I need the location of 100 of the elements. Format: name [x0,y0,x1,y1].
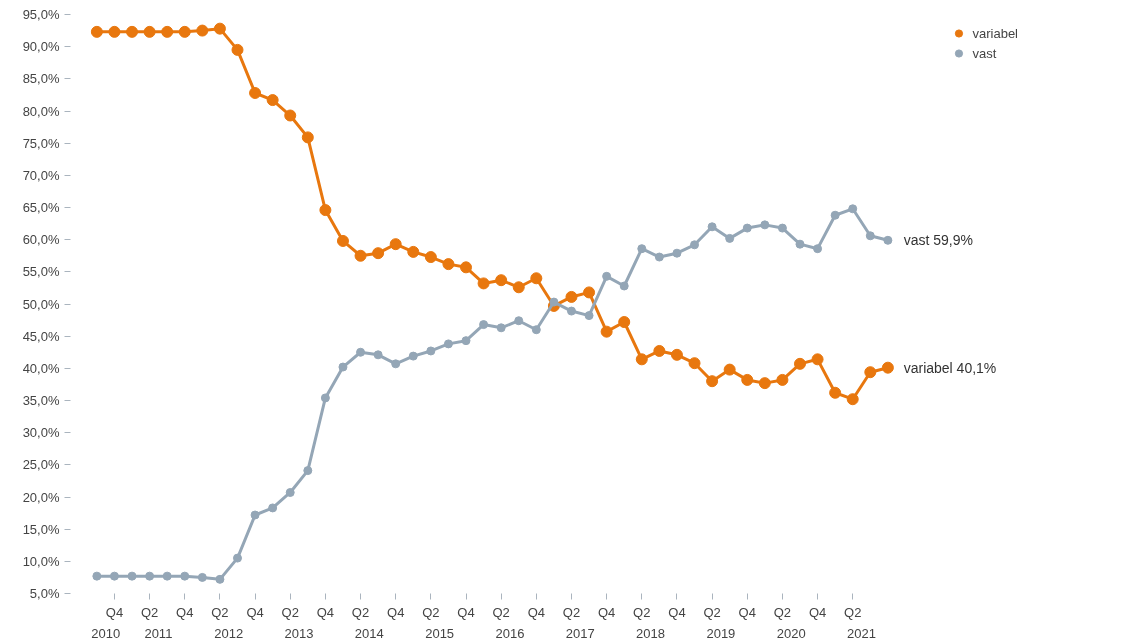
text: 2021 [847,625,876,641]
point [811,353,824,366]
point [830,210,840,220]
point [531,325,541,335]
point [496,323,506,333]
point [407,245,420,258]
point [92,571,102,581]
point [565,290,578,303]
y-tick-label: 20,0% [22,489,60,505]
text: 2011 [144,625,173,641]
point [619,281,629,291]
x-tick-label: Q2 [281,604,299,620]
x-tick-label: Q2 [140,604,159,620]
point [672,248,682,258]
text: vast 59,9% [903,232,973,249]
point [688,357,701,370]
x-tick-label: Q4 [597,604,616,620]
point [477,277,490,290]
point [108,25,121,38]
y-tick-label: 30,0% [22,425,60,441]
y-tick-label: 15,0% [22,521,60,537]
text: 2015 [425,625,455,641]
point [495,274,508,287]
point [813,244,823,254]
text: 2017 [565,625,595,641]
x-tick-label: Q4 [316,604,335,620]
point [250,510,260,520]
point [566,306,576,316]
y-tick-label: 65,0% [22,200,60,215]
y-tick-label: 10,0% [22,553,60,569]
point [301,131,314,144]
point [618,316,631,328]
point [231,43,244,56]
point [670,348,683,361]
point [864,366,877,379]
x-tick-label: Q4 [246,604,264,620]
point [846,393,859,406]
point [706,375,719,388]
point [303,466,313,476]
point [443,339,453,349]
point [637,244,647,254]
point [319,204,332,217]
point [865,231,875,241]
point [707,222,717,232]
x-tick-label: Q2 [773,604,792,620]
y-tick-label: 5,0% [29,586,60,601]
point [725,233,735,243]
point [126,25,139,38]
point [408,351,418,361]
x-tick-label: Q4 [105,604,124,620]
text: 2010 [91,625,121,641]
legend-label: variabel [972,25,1018,41]
point [514,316,524,326]
point [372,247,385,260]
y-tick-label: 75,0% [22,135,60,151]
y-tick-label: 50,0% [22,296,60,312]
x-tick-label: Q2 [492,604,510,620]
point [162,571,172,581]
text: variabel 40,1% [903,359,997,376]
x-tick-label: Q2 [211,604,229,620]
y-tick-label: 40,0% [22,360,60,376]
point [143,25,156,38]
point [460,261,472,274]
x-tick-label: Q2 [351,604,370,620]
x-tick-label: Q4 [387,604,405,620]
point [266,94,279,107]
point [127,571,137,581]
x-tick-label: Q2 [844,604,862,620]
x-tick-label: Q4 [457,604,475,620]
point [776,373,789,386]
y-tick-label: 85,0% [22,71,60,87]
x-tick-label: Q4 [176,604,194,620]
y-tick-label: 25,0% [22,457,60,473]
point [512,281,525,294]
point [180,571,190,581]
x-tick-label: Q4 [527,604,545,620]
point [356,347,366,357]
point [760,220,770,230]
point [690,240,700,250]
point [848,204,858,214]
y-tick-label: 80,0% [22,103,60,119]
point [883,235,893,245]
point [424,251,437,264]
x-tick-label: Q2 [562,604,581,620]
y-tick-label: 35,0% [22,393,60,408]
point [354,249,367,262]
point [391,359,401,369]
point [197,572,207,582]
point [338,362,348,372]
point [373,350,383,360]
point [389,238,402,251]
point [600,325,613,338]
point [178,25,191,38]
point [442,258,455,271]
point [758,377,771,390]
text: 2018 [636,625,666,641]
x-tick-label: Q4 [808,604,827,620]
point [249,87,262,99]
point [320,393,330,403]
text: 2012 [214,625,244,641]
